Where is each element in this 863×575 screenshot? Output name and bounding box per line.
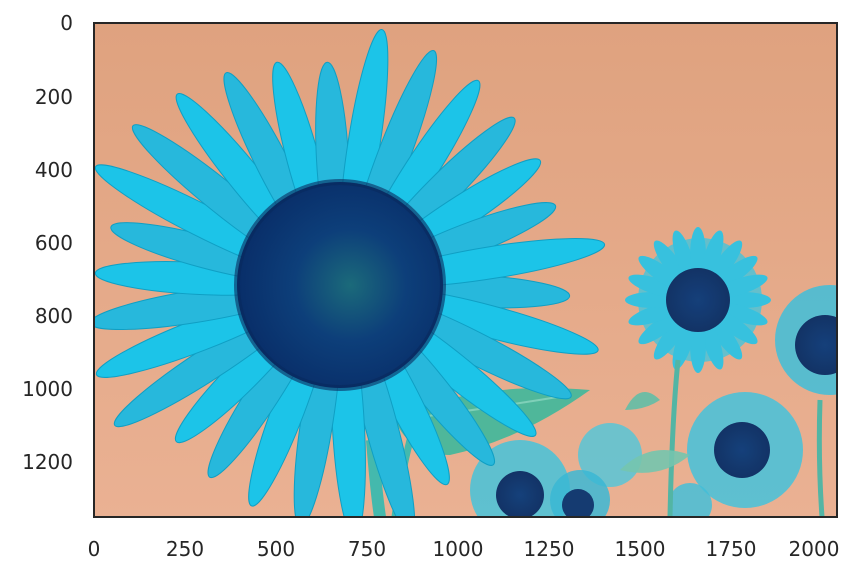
y-tick-label: 1200	[22, 450, 73, 474]
sunflower-right-middle	[625, 227, 771, 373]
x-tick-label: 250	[166, 537, 204, 561]
axes-frame	[93, 22, 838, 518]
y-axis: 0 200 400 600 800 1000 1200	[22, 11, 73, 474]
y-tick-label: 800	[35, 304, 73, 328]
x-tick-label: 1250	[524, 537, 575, 561]
x-tick-label: 1500	[615, 537, 666, 561]
y-tick-label: 200	[35, 85, 73, 109]
x-axis: 0 250 500 750 1000 1250 1500 1750 2000	[88, 537, 840, 561]
sunflower-far-right	[775, 285, 837, 395]
main-sunflower	[94, 28, 606, 517]
x-tick-label: 0	[88, 537, 101, 561]
x-tick-label: 500	[257, 537, 295, 561]
flower-disc	[237, 182, 443, 388]
sunflower-bottom-right	[687, 392, 803, 508]
y-tick-label: 0	[60, 11, 73, 35]
y-tick-label: 600	[35, 231, 73, 255]
y-tick-label: 1000	[22, 377, 73, 401]
x-tick-label: 1000	[433, 537, 484, 561]
photo	[94, 23, 837, 517]
sunflower-bottom-center	[470, 423, 712, 517]
background-sunflowers	[470, 227, 837, 517]
x-tick-label: 2000	[789, 537, 840, 561]
y-tick-label: 400	[35, 158, 73, 182]
x-tick-label: 1750	[706, 537, 757, 561]
x-tick-label: 750	[348, 537, 386, 561]
